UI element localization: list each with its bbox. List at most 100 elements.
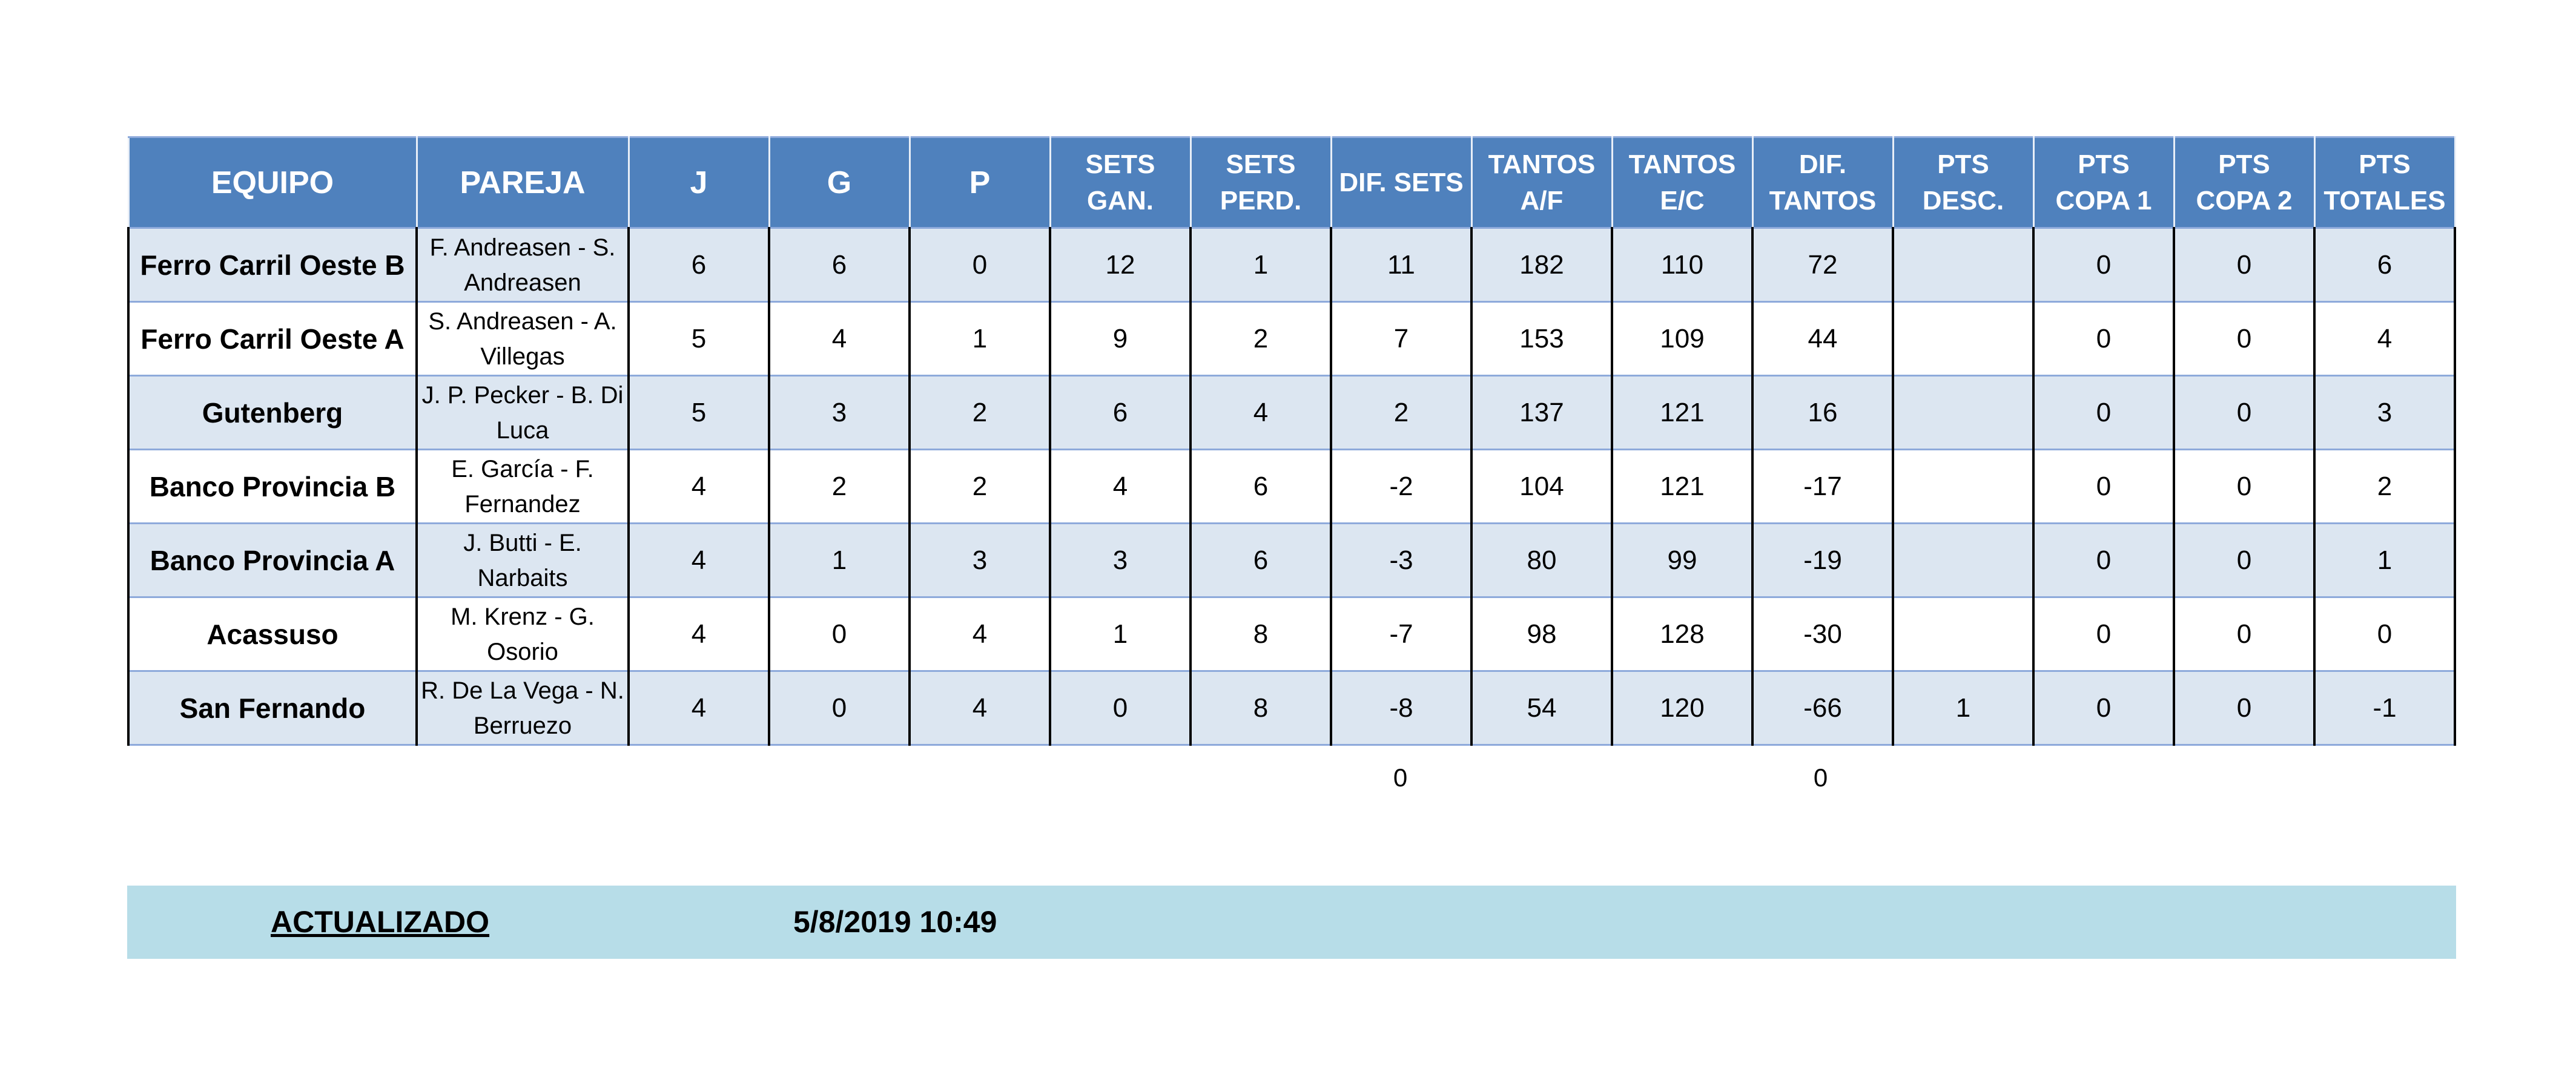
cell-j: 4 xyxy=(627,523,770,598)
cell-pts-totales: 4 xyxy=(2313,301,2456,377)
cell-pts-desc xyxy=(1892,523,2035,598)
cell-pts-copa-2: 0 xyxy=(2173,228,2316,303)
cell-pts-desc xyxy=(1892,449,2035,524)
standings-table: EQUIPO PAREJA J G P SETS GAN. SETS PERD.… xyxy=(127,136,2456,746)
header-g: G xyxy=(768,136,911,229)
cell-equipo: Acassuso xyxy=(127,597,418,672)
header-p: P xyxy=(908,136,1051,229)
cell-dif-sets: -8 xyxy=(1330,671,1473,746)
cell-dif-tantos: -17 xyxy=(1751,449,1894,524)
cell-p: 2 xyxy=(908,375,1051,450)
cell-dif-sets: 11 xyxy=(1330,228,1473,303)
cell-dif-tantos: -66 xyxy=(1751,671,1894,746)
cell-equipo: San Fernando xyxy=(127,671,418,746)
cell-pts-totales: 0 xyxy=(2313,597,2456,672)
cell-j: 6 xyxy=(627,228,770,303)
cell-sets-gan: 6 xyxy=(1049,375,1192,450)
cell-sets-gan: 3 xyxy=(1049,523,1192,598)
cell-sets-perd: 1 xyxy=(1189,228,1332,303)
header-pts-copa-2: PTS COPA 2 xyxy=(2173,136,2316,229)
cell-equipo: Gutenberg xyxy=(127,375,418,450)
cell-j: 4 xyxy=(627,597,770,672)
cell-pts-copa-1: 0 xyxy=(2032,375,2175,450)
cell-j: 5 xyxy=(627,301,770,377)
header-row: EQUIPO PAREJA J G P SETS GAN. SETS PERD.… xyxy=(127,136,2456,229)
cell-pts-copa-2: 0 xyxy=(2173,523,2316,598)
cell-sets-gan: 4 xyxy=(1049,449,1192,524)
cell-pareja: R. De La Vega - N. Berruezo xyxy=(415,671,630,746)
cell-tantos-af: 104 xyxy=(1470,449,1613,524)
cell-p: 3 xyxy=(908,523,1051,598)
header-pts-desc: PTS DESC. xyxy=(1892,136,2035,229)
header-pts-copa-1: PTS COPA 1 xyxy=(2032,136,2175,229)
cell-p: 4 xyxy=(908,671,1051,746)
cell-tantos-af: 137 xyxy=(1470,375,1613,450)
cell-p: 0 xyxy=(908,228,1051,303)
update-timestamp: 5/8/2019 10:49 xyxy=(793,905,997,939)
cell-pts-copa-2: 0 xyxy=(2173,375,2316,450)
header-sets-perd: SETS PERD. xyxy=(1189,136,1332,229)
header-dif-sets: DIF. SETS xyxy=(1330,136,1473,229)
cell-pts-copa-1: 0 xyxy=(2032,671,2175,746)
cell-pts-copa-2: 0 xyxy=(2173,301,2316,377)
header-dif-tantos: DIF. TANTOS xyxy=(1751,136,1894,229)
cell-tantos-af: 182 xyxy=(1470,228,1613,303)
cell-dif-sets: -3 xyxy=(1330,523,1473,598)
standings-table-container: EQUIPO PAREJA J G P SETS GAN. SETS PERD.… xyxy=(127,136,2456,746)
cell-pts-totales: 6 xyxy=(2313,228,2456,303)
update-label: ACTUALIZADO xyxy=(271,905,490,939)
cell-tantos-ec: 121 xyxy=(1611,449,1754,524)
cell-g: 2 xyxy=(768,449,911,524)
cell-equipo: Banco Provincia B xyxy=(127,449,418,524)
cell-j: 4 xyxy=(627,671,770,746)
cell-sets-perd: 6 xyxy=(1189,523,1332,598)
cell-g: 1 xyxy=(768,523,911,598)
cell-pareja: F. Andreasen - S. Andreasen xyxy=(415,228,630,303)
table-row: Acassuso M. Krenz - G. Osorio 4 0 4 1 8 … xyxy=(127,597,2456,672)
cell-dif-sets: -7 xyxy=(1330,597,1473,672)
cell-pareja: S. Andreasen - A. Villegas xyxy=(415,301,630,377)
cell-g: 4 xyxy=(768,301,911,377)
cell-pareja: J. Butti - E. Narbaits xyxy=(415,523,630,598)
cell-p: 1 xyxy=(908,301,1051,377)
cell-pts-copa-1: 0 xyxy=(2032,523,2175,598)
cell-pts-desc xyxy=(1892,375,2035,450)
cell-dif-tantos: 44 xyxy=(1751,301,1894,377)
table-row: Ferro Carril Oeste A S. Andreasen - A. V… xyxy=(127,301,2456,377)
cell-tantos-ec: 120 xyxy=(1611,671,1754,746)
cell-pts-totales: 3 xyxy=(2313,375,2456,450)
cell-pts-copa-1: 0 xyxy=(2032,597,2175,672)
table-row: Ferro Carril Oeste B F. Andreasen - S. A… xyxy=(127,228,2456,303)
cell-sets-perd: 2 xyxy=(1189,301,1332,377)
cell-sets-gan: 12 xyxy=(1049,228,1192,303)
cell-pts-desc xyxy=(1892,228,2035,303)
cell-pts-desc xyxy=(1892,301,2035,377)
cell-pts-copa-1: 0 xyxy=(2032,301,2175,377)
header-pareja: PAREJA xyxy=(415,136,630,229)
cell-pts-totales: -1 xyxy=(2313,671,2456,746)
cell-p: 2 xyxy=(908,449,1051,524)
cell-g: 0 xyxy=(768,597,911,672)
table-row: Banco Provincia B E. García - F. Fernand… xyxy=(127,449,2456,524)
cell-tantos-af: 98 xyxy=(1470,597,1613,672)
cell-j: 5 xyxy=(627,375,770,450)
cell-tantos-af: 80 xyxy=(1470,523,1613,598)
header-pts-totales: PTS TOTALES xyxy=(2313,136,2456,229)
cell-pareja: J. P. Pecker - B. Di Luca xyxy=(415,375,630,450)
cell-j: 4 xyxy=(627,449,770,524)
cell-g: 0 xyxy=(768,671,911,746)
header-tantos-ec: TANTOS E/C xyxy=(1611,136,1754,229)
table-row: San Fernando R. De La Vega - N. Berruezo… xyxy=(127,671,2456,746)
dif-sets-total: 0 xyxy=(1393,763,1408,792)
cell-sets-perd: 8 xyxy=(1189,671,1332,746)
cell-pts-copa-2: 0 xyxy=(2173,449,2316,524)
cell-dif-sets: 2 xyxy=(1330,375,1473,450)
cell-g: 6 xyxy=(768,228,911,303)
cell-dif-sets: 7 xyxy=(1330,301,1473,377)
cell-tantos-ec: 121 xyxy=(1611,375,1754,450)
cell-pts-copa-1: 0 xyxy=(2032,228,2175,303)
cell-pts-totales: 2 xyxy=(2313,449,2456,524)
cell-pts-totales: 1 xyxy=(2313,523,2456,598)
cell-pts-desc xyxy=(1892,597,2035,672)
cell-tantos-ec: 109 xyxy=(1611,301,1754,377)
